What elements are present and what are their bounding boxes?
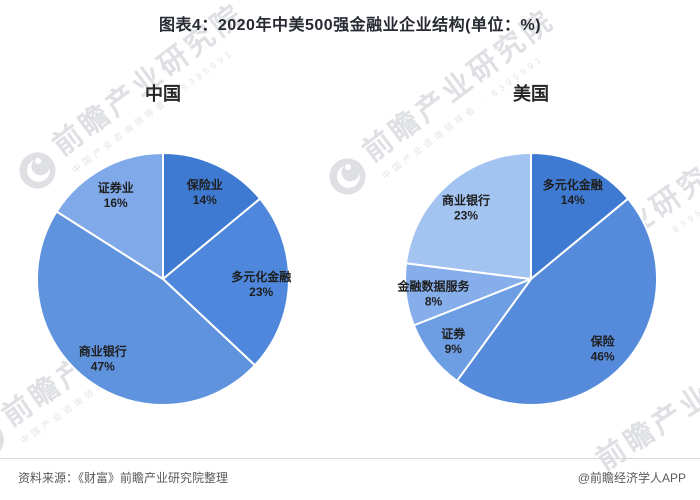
- chart-title: 图表4：2020年中美500强金融业企业结构(单位：%): [158, 17, 542, 34]
- pie-slice: [404, 152, 532, 280]
- slice-label-name: 保险业: [186, 177, 223, 192]
- slice-label-percent: 9%: [445, 342, 463, 356]
- slice-label-percent: 23%: [249, 285, 273, 299]
- slice-label-name: 金融数据服务: [396, 278, 470, 293]
- slice-label-percent: 8%: [425, 294, 443, 308]
- qianzhan-logo-icon: [329, 158, 366, 195]
- pie-slice: [162, 197, 290, 367]
- pie-slice: [162, 152, 262, 280]
- pie-slice: [55, 152, 164, 280]
- slice-label-name: 商业银行: [442, 192, 490, 207]
- pie-panel-usa: 美国 多元化金融 14% 保险 46% 证券 9% 金融数据服务 8% 商业银行 23%: [391, 82, 671, 419]
- slice-label-name: 证券: [441, 326, 466, 341]
- slice-label-percent: 14%: [193, 193, 217, 207]
- pie-slice: [36, 210, 256, 406]
- slice-label-name: 证券业: [98, 180, 134, 195]
- slice-label-name: 商业银行: [79, 344, 127, 359]
- pie-slice: [455, 197, 658, 406]
- pie-title-usa: 美国: [513, 84, 549, 104]
- slice-label-name: 多元化金融: [543, 177, 603, 192]
- pie-title-china: 中国: [145, 84, 181, 104]
- slice-label-name: 多元化金融: [231, 269, 291, 284]
- slice-label-percent: 47%: [91, 360, 115, 374]
- source-note: 资料来源：《财富》前瞻产业研究院整理: [18, 471, 229, 485]
- slice-label-percent: 16%: [104, 196, 128, 210]
- slice-label-name: 保险: [590, 333, 616, 348]
- pie-slice: [530, 152, 630, 280]
- slice-label-percent: 23%: [454, 208, 478, 222]
- slice-label-percent: 46%: [591, 349, 615, 363]
- pie-panel-china: 中国 保险业 14% 多元化金融 23% 商业银行 47% 证券业 16%: [23, 82, 303, 419]
- credit-note: @前瞻经济学人APP: [577, 471, 686, 485]
- footer-divider: [0, 458, 700, 459]
- slice-label-percent: 14%: [561, 193, 585, 207]
